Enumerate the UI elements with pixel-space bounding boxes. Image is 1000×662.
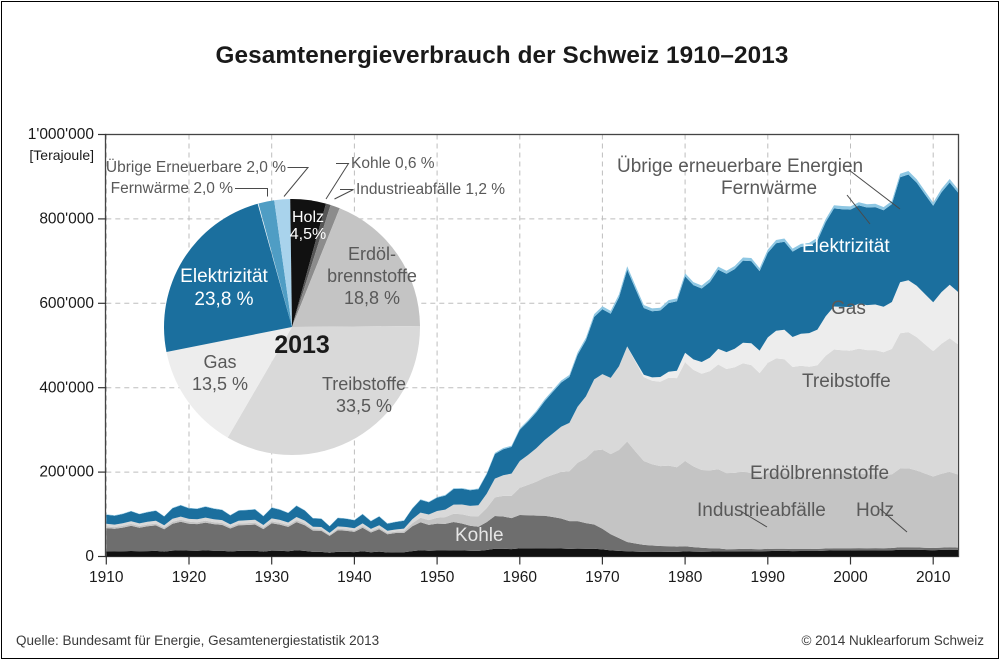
svg-text:23,8 %: 23,8 %: [194, 289, 253, 310]
svg-text:1930: 1930: [254, 569, 289, 586]
svg-text:18,8 %: 18,8 %: [344, 288, 400, 308]
svg-text:Industrieabfälle 1,2 %: Industrieabfälle 1,2 %: [356, 181, 505, 198]
svg-text:1'000'000: 1'000'000: [28, 126, 95, 143]
svg-text:1970: 1970: [585, 569, 620, 586]
svg-text:400'000: 400'000: [39, 380, 94, 397]
svg-text:Fernwärme 2,0 %: Fernwärme 2,0 %: [111, 180, 234, 197]
svg-text:Übrige erneuerbare Energien: Übrige erneuerbare Energien: [617, 156, 863, 177]
svg-text:1990: 1990: [751, 569, 786, 586]
svg-text:Übrige Erneuerbare 2,0 %: Übrige Erneuerbare 2,0 %: [106, 158, 286, 176]
svg-text:Holz: Holz: [856, 500, 894, 521]
svg-text:1980: 1980: [668, 569, 703, 586]
svg-text:Industrieabfälle: Industrieabfälle: [697, 500, 826, 521]
svg-text:Elektrizität: Elektrizität: [802, 236, 890, 257]
svg-text:1960: 1960: [503, 569, 538, 586]
svg-text:13,5 %: 13,5 %: [192, 374, 248, 394]
svg-text:33,5 %: 33,5 %: [336, 396, 392, 416]
svg-text:1910: 1910: [89, 569, 124, 586]
svg-text:Treibstoffe: Treibstoffe: [322, 374, 406, 394]
svg-text:0: 0: [85, 548, 94, 565]
svg-text:2000: 2000: [833, 569, 868, 586]
svg-text:Erdölbrennstoffe: Erdölbrennstoffe: [750, 463, 889, 484]
svg-text:1940: 1940: [337, 569, 372, 586]
svg-text:Kohle: Kohle: [455, 525, 504, 546]
svg-text:Kohle 0,6 %: Kohle 0,6 %: [351, 155, 435, 172]
svg-text:1920: 1920: [172, 569, 207, 586]
svg-text:Erdöl-: Erdöl-: [348, 244, 396, 264]
svg-text:200'000: 200'000: [39, 464, 94, 481]
svg-text:Gas: Gas: [203, 352, 236, 372]
svg-text:600'000: 600'000: [39, 295, 94, 312]
svg-text:Elektrizität: Elektrizität: [180, 266, 268, 287]
svg-text:brennstoffe: brennstoffe: [327, 266, 417, 286]
svg-text:Treibstoffe: Treibstoffe: [802, 371, 891, 392]
svg-text:1950: 1950: [420, 569, 455, 586]
svg-text:Holz: Holz: [292, 209, 324, 226]
svg-text:2010: 2010: [916, 569, 951, 586]
svg-text:[Terajoule]: [Terajoule]: [29, 147, 94, 163]
svg-text:2013: 2013: [274, 331, 330, 359]
svg-text:Fernwärme: Fernwärme: [721, 178, 817, 199]
svg-text:800'000: 800'000: [39, 211, 94, 228]
svg-text:4,5%: 4,5%: [290, 226, 326, 243]
svg-text:Gas: Gas: [831, 298, 866, 319]
